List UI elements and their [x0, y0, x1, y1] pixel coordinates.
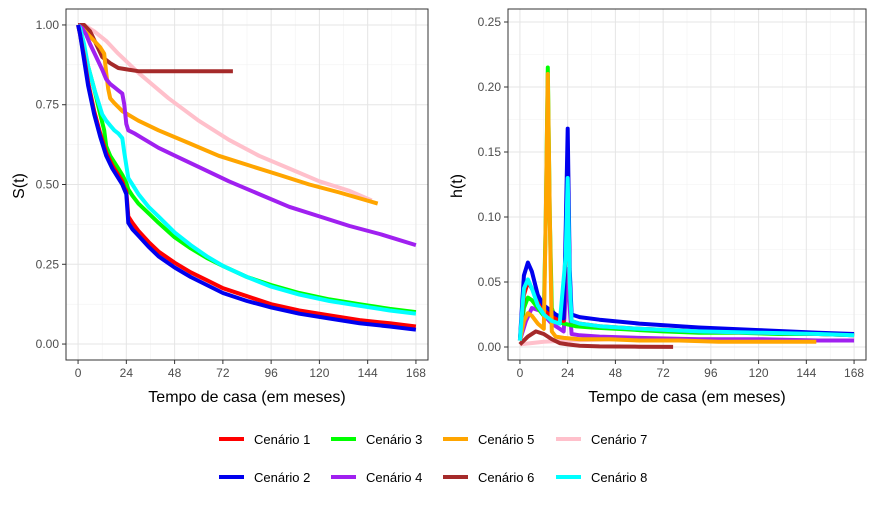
left-y-tick-label: 0.00: [36, 337, 60, 351]
left-series-line-cen-rio-5: [76, 23, 379, 206]
left-x-tick-label: 168: [406, 366, 426, 380]
left-x-tick-label: 72: [216, 366, 230, 380]
right-x-tick-label: 0: [517, 366, 524, 380]
left-series-lines: [76, 23, 417, 332]
hazard-panel: 0 24 48 72 96 120 144 168 0.00 0.05 0.10 0.15 0.20 0.…: [478, 8, 867, 380]
legend-label-2: Cenário 2: [254, 470, 310, 485]
left-series-line-cen-rio-7: [78, 23, 373, 203]
right-y-tick-label: 0.15: [478, 145, 502, 159]
legend-label-3: Cenário 3: [366, 432, 422, 447]
left-y-tick-label: 0.75: [36, 98, 60, 112]
right-y-tick-label: 0.00: [478, 340, 502, 354]
right-series-line-cen-rio-8: [517, 176, 855, 341]
legend-label-5: Cenário 5: [478, 432, 534, 447]
right-series-line-cen-rio-5: [517, 72, 817, 344]
right-x-tick-label: 120: [749, 366, 769, 380]
right-x-tick-label: 24: [561, 366, 575, 380]
right-series-lines: [517, 65, 855, 349]
right-y-tick-label: 0.05: [478, 275, 502, 289]
right-x-tick-label: 72: [656, 366, 670, 380]
left-x-tick-label: 144: [358, 366, 378, 380]
right-x-tick-label: 168: [844, 366, 864, 380]
right-y-axis-title: h(t): [449, 174, 466, 198]
left-x-tick-label: 24: [120, 366, 134, 380]
right-x-tick-label: 48: [609, 366, 623, 380]
survival-panel: 0 24 48 72 96 120 144 168 0.00 0.25 0.50 0.75 1.00: [36, 8, 429, 380]
right-panel-border: [507, 8, 867, 361]
left-x-tick-label: 120: [309, 366, 329, 380]
left-y-tick-label: 0.25: [36, 257, 60, 271]
right-y-tick-label: 0.25: [478, 15, 502, 29]
left-y-axis-title: S(t): [11, 173, 28, 199]
left-y-tick-label: 1.00: [36, 18, 60, 32]
left-series-line-cen-rio-8: [76, 23, 417, 316]
legend-label-8: Cenário 8: [591, 470, 647, 485]
left-x-tick-label: 48: [168, 366, 182, 380]
right-series-line-cen-rio-6: [518, 329, 674, 349]
left-x-axis-title: Tempo de casa (em meses): [148, 389, 345, 406]
left-x-tick-label: 0: [75, 366, 82, 380]
left-y-tick-label: 0.50: [36, 178, 60, 192]
left-series-line-cen-rio-6: [78, 23, 233, 74]
right-x-axis-title: Tempo de casa (em meses): [588, 389, 785, 406]
legend-label-6: Cenário 6: [478, 470, 534, 485]
legend-label-1: Cenário 1: [254, 432, 310, 447]
legend-label-7: Cenário 7: [591, 432, 647, 447]
left-grid: [66, 9, 428, 360]
right-y-tick-label: 0.10: [478, 210, 502, 224]
right-series-line-cen-rio-2: [517, 126, 855, 341]
right-y-tick-label: 0.20: [478, 80, 502, 94]
left-series-line-cen-rio-2: [76, 24, 417, 332]
legend: Cenário 1 Cenário 3 Cenário 5 Cenário 7 …: [219, 432, 647, 485]
right-x-tick-label: 96: [704, 366, 718, 380]
legend-label-4: Cenário 4: [366, 470, 422, 485]
right-x-tick-label: 144: [796, 366, 816, 380]
left-x-tick-label: 96: [264, 366, 278, 380]
left-series-line-cen-rio-4: [76, 23, 417, 248]
